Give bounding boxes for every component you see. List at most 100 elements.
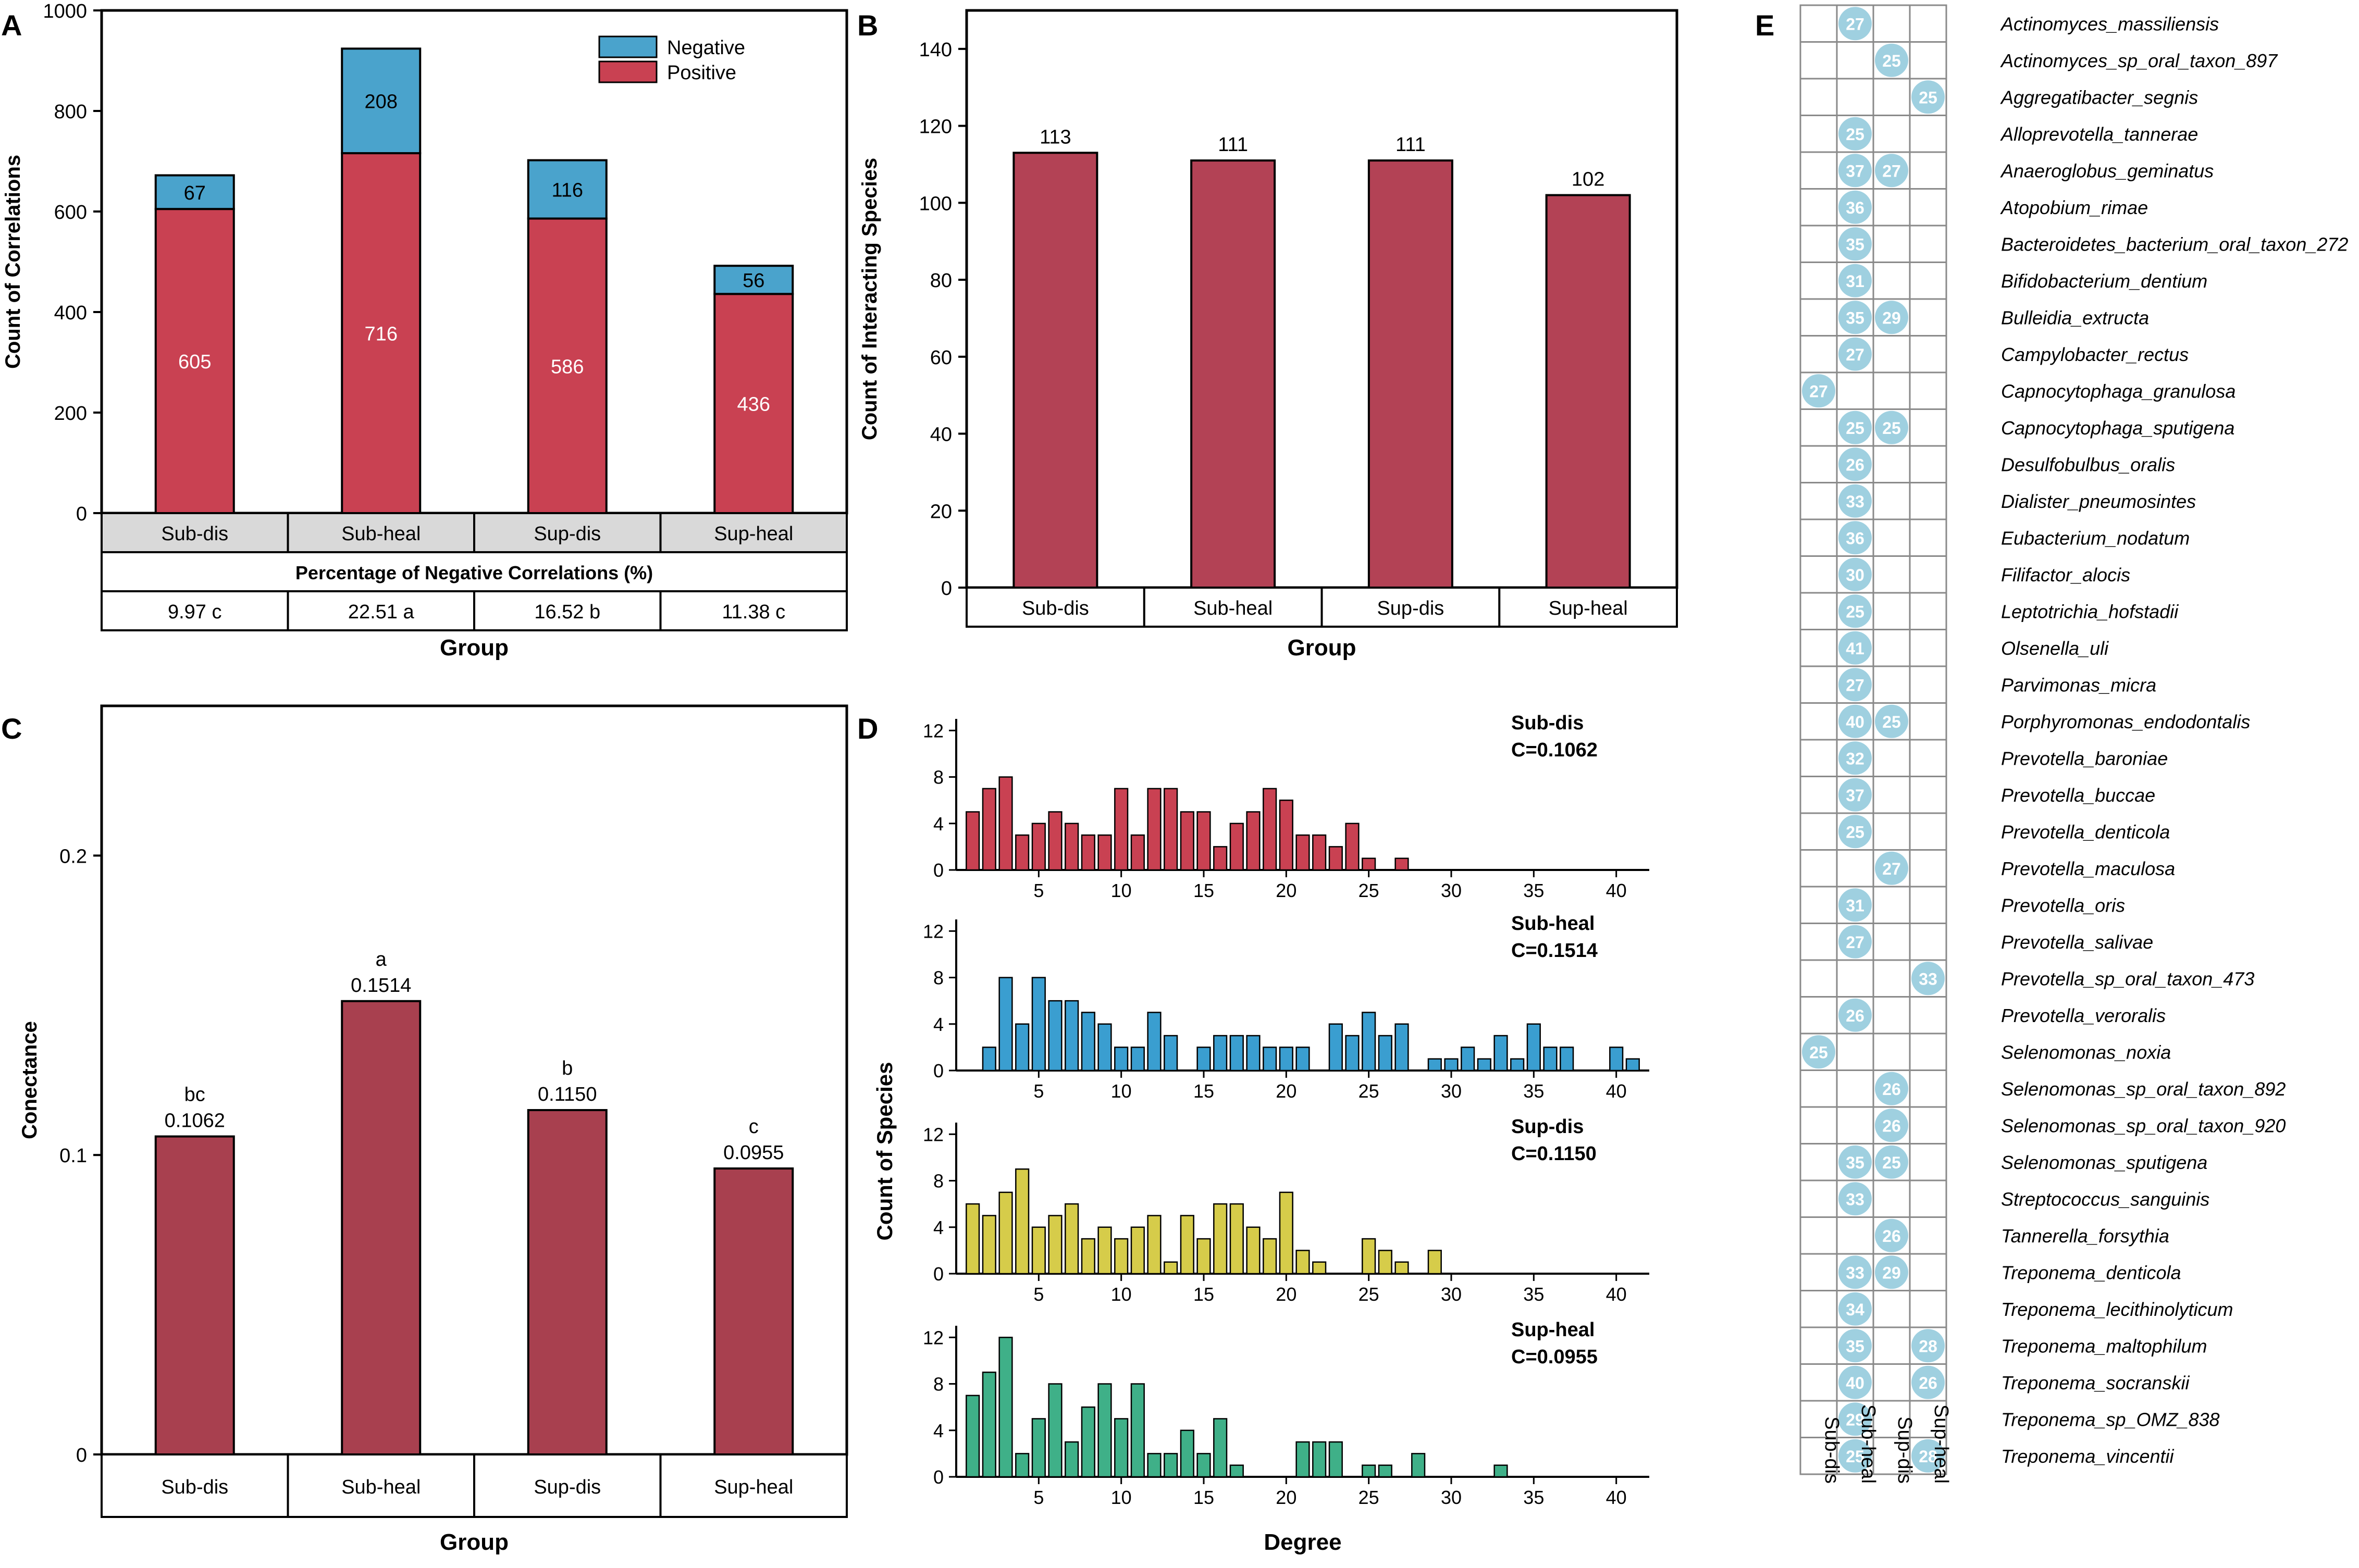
degree-value: 27 [1809,382,1828,401]
histogram-bar [1164,1261,1178,1275]
bar [341,1000,422,1455]
significance-letter: c [749,1116,759,1138]
degree-value: 27 [1882,161,1901,180]
x-tick-label: 35 [1523,880,1544,901]
histogram-bar [1263,788,1277,871]
species-name: Treponema_denticola [2001,1262,2181,1283]
x-tick-label: 15 [1193,1284,1214,1305]
histogram-bar [1477,1058,1491,1072]
category-label: Sub-heal [1193,598,1273,619]
y-tick-label: 600 [54,202,87,223]
bar [1012,152,1098,589]
degree-value: 25 [1846,419,1864,438]
degree-value: 33 [1919,969,1937,988]
category-label: Sup-dis [1377,598,1444,619]
bar-value-label: 111 [1395,134,1426,156]
grid-cell [1836,371,1874,410]
y-tick-label: 8 [933,1374,944,1395]
species-name: Prevotella_veroralis [2001,1005,2166,1026]
histogram-bar [1213,846,1228,871]
histogram-bar [1263,1047,1277,1072]
x-tick-label: 25 [1358,1487,1379,1508]
species-name: Prevotella_oris [2001,894,2125,916]
grid-cell [1799,225,1838,263]
species-name: Tannerella_forsythia [2001,1225,2169,1247]
histogram-bar [1065,823,1079,871]
histogram-bar [1196,1047,1211,1072]
histogram-bar [1015,1168,1030,1275]
histogram-bar [1130,834,1145,871]
grid-cell [1799,739,1838,777]
degree-bubble [1838,190,1872,224]
grid-cell [1836,78,1874,116]
histogram-bar [1295,834,1310,871]
panel-b-chart: 0 20 40 60 80 100 120 140 Count of Interacting S… [858,9,1678,661]
grid-cell [1836,1069,1874,1108]
histogram-bar [1560,1047,1574,1072]
y-tick-label: 120 [919,116,952,138]
histogram-bar [1180,1429,1194,1478]
grid-cell [1799,812,1838,851]
grid-cell [1799,4,1838,43]
negative-bar [713,265,794,295]
grid-cell [1872,923,1911,961]
legend-label-negative: Negative [667,37,745,59]
degree-bubble [1838,484,1872,518]
grid-cell [1872,1032,1911,1071]
histogram-bar [1427,1250,1442,1275]
species-name: Selenomonas_sp_oral_taxon_920 [2001,1115,2286,1136]
histogram-bar [1378,1464,1392,1478]
bar-value-label: 0.1150 [538,1084,597,1105]
y-tick-label: 4 [933,1420,944,1441]
bar [713,1167,794,1455]
grid-cell [1799,1179,1838,1218]
y-tick-label: 200 [54,403,87,425]
y-tick-label: 8 [933,1171,944,1192]
degree-value: 37 [1846,786,1864,805]
degree-bubble [1838,631,1872,665]
grid-cell [1799,849,1838,888]
histogram-bar [1229,1464,1244,1478]
bar [1190,159,1276,589]
histogram-bar [1229,1035,1244,1072]
grid-cell [1872,665,1911,704]
x-tick-label: 30 [1441,1284,1462,1305]
degree-value: 26 [1846,1006,1864,1025]
bar-value-label: 0.0955 [723,1142,784,1164]
y-tick-label: 0.2 [59,845,87,867]
degree-value: 26 [1919,1374,1937,1392]
grid-cell [1872,371,1911,410]
degree-value: 25 [1882,713,1901,731]
species-name: Olsenella_uli [2001,638,2109,659]
histogram-bar [1328,846,1343,871]
grid-cell [1909,1253,1947,1291]
grid-cell [1909,482,1947,520]
panel-a-chart: 0 200 400 600 800 1000 Count of Correlations 60… [2,1,848,661]
grid-cell [1909,1400,1947,1438]
histogram-bar [1493,1035,1508,1072]
histogram-bar [1362,1238,1376,1275]
grid-cell [1909,262,1947,300]
histogram-bar [1065,1441,1079,1478]
histogram-bar [1279,1191,1293,1275]
grid-cell [1909,408,1947,447]
positive-value-label: 436 [737,394,770,416]
grid-cell [1909,1179,1947,1218]
grid-cell [1872,1179,1911,1218]
histogram-bar [1097,1023,1112,1072]
histogram-bar [1048,1215,1063,1275]
x-tick-label: 25 [1358,1284,1379,1305]
degree-bubble [1911,80,1945,114]
species-name: Treponema_socranskii [2001,1372,2190,1393]
species-name: Dialister_pneumosintes [2001,491,2196,512]
histogram-bar [966,811,980,871]
degree-bubble [1838,1145,1872,1179]
grid-cell [1872,555,1911,594]
grid-cell [1799,959,1838,998]
x-tick-label: 25 [1358,1080,1379,1102]
degree-bubble [1875,1218,1908,1252]
grid-cell [1799,1326,1838,1365]
grid-cell [1836,1106,1874,1144]
histogram-bar [1345,823,1360,871]
grid-cell [1872,518,1911,557]
